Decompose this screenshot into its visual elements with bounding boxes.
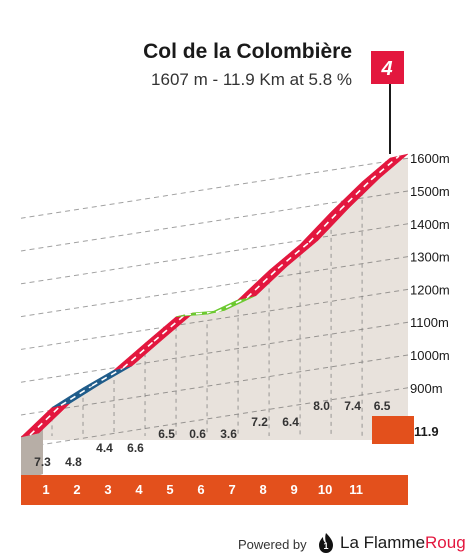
gradient-label-2: 4.8 (65, 455, 82, 469)
brand-name-accent: Rouge (425, 533, 465, 552)
segment-centerline-10 (308, 209, 341, 243)
segment-centerline-3 (91, 367, 124, 387)
gradient-label-11: 7.4 (344, 399, 361, 413)
km-label-5: 5 (166, 482, 173, 497)
gradient-label-1: 7.3 (34, 455, 51, 469)
gradient-label-9: 6.4 (282, 415, 299, 429)
gradient-label-10: 8.0 (313, 399, 330, 413)
km-band (21, 475, 408, 505)
grid-line-1100 (20, 321, 409, 383)
km-label-1: 1 (42, 482, 49, 497)
grid-line-1300 (20, 256, 409, 318)
segment-centerline-9 (277, 241, 310, 269)
end-km-label: 11.9 (414, 424, 439, 439)
y-tick-1000: 1000m (410, 348, 450, 363)
base-side (21, 428, 43, 482)
gradient-label-12: 6.5 (374, 399, 391, 413)
category-badge-label: 4 (380, 58, 392, 80)
grid-line-1400 (20, 223, 409, 285)
powered-by-label: Powered by (238, 537, 307, 552)
km-label-6: 6 (197, 482, 204, 497)
flame-logo-icon: 1 (319, 533, 333, 553)
y-tick-1400: 1400m (410, 217, 450, 232)
gradient-label-7: 3.6 (220, 427, 237, 441)
y-tick-1500: 1500m (410, 184, 450, 199)
segment-centerline-5 (153, 314, 186, 342)
gradient-label-3: 4.4 (96, 441, 113, 455)
y-tick-1100: 1100m (410, 315, 449, 330)
grid-line-1000 (20, 354, 409, 416)
climb-subtitle: 1607 m - 11.9 Km at 5.8 % (151, 70, 352, 89)
km-label-3: 3 (104, 482, 111, 497)
gradient-label-8: 7.2 (251, 415, 268, 429)
km-label-8: 8 (259, 482, 266, 497)
grid-line-1200 (20, 288, 409, 350)
segment-centerline-11 (339, 179, 372, 211)
gradient-segment-12 (361, 153, 409, 183)
end-km-box (372, 416, 414, 444)
segment-centerline-4 (122, 340, 155, 369)
climb-title: Col de la Colombière (143, 40, 352, 63)
km-label-9: 9 (290, 482, 297, 497)
brand-name-plain: La Flamme (340, 533, 426, 552)
km-label-4: 4 (135, 482, 143, 497)
category-badge (371, 51, 404, 84)
km-label-11: 11 (349, 482, 363, 497)
y-tick-1300: 1300m (410, 250, 450, 265)
segment-centerline-1 (29, 404, 62, 436)
segment-centerline-7 (215, 296, 248, 313)
km-label-10: 10 (318, 482, 332, 497)
grid-line-900 (20, 387, 409, 449)
svg-text:1: 1 (323, 541, 328, 551)
brand-name: La FlammeRouge (340, 533, 465, 553)
gradient-label-4: 6.6 (127, 441, 144, 455)
y-tick-1200: 1200m (410, 282, 450, 297)
km-label-7: 7 (228, 482, 235, 497)
segment-centerline-8 (246, 267, 279, 299)
y-tick-1600: 1600m (410, 151, 450, 166)
grid-line-1600 (20, 157, 409, 219)
gradient-label-6: 0.6 (189, 427, 206, 441)
y-tick-900: 900m (410, 381, 443, 396)
gradient-label-5: 6.5 (158, 427, 175, 441)
km-label-2: 2 (73, 482, 80, 497)
